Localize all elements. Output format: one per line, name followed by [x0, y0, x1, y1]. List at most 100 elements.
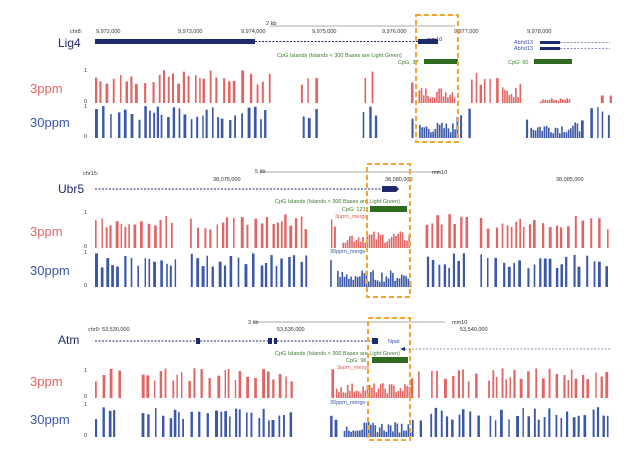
signal-bar [374, 115, 378, 138]
signal-bar [130, 257, 133, 287]
signal-bar [375, 239, 377, 248]
signal-bar [492, 370, 495, 398]
signal-bar [467, 381, 470, 398]
signal-bar [234, 115, 236, 138]
signal-bar [345, 426, 348, 437]
signal-bar [540, 101, 542, 103]
signal-bar [392, 431, 394, 437]
signal-bar [372, 422, 374, 437]
signal-bar [338, 391, 340, 398]
signal-bar [406, 240, 408, 248]
signal-bar [370, 272, 372, 287]
signal-bar [178, 108, 181, 138]
signal-bar [535, 368, 538, 398]
signal-bar [378, 427, 381, 437]
signal-bar [247, 107, 251, 138]
extra-gene-label: Abhd13 [514, 46, 533, 52]
signal-bar [441, 122, 443, 138]
signal-bar [365, 422, 368, 437]
signal-bar [339, 277, 341, 287]
coordinate-axis: 53,530,000 53,535,000 53,540,000 [102, 327, 488, 333]
signal-bar [146, 375, 150, 398]
signal-bar [390, 236, 393, 248]
signal-bar [361, 429, 363, 437]
signal-bar [369, 106, 372, 138]
signal-bar [567, 380, 570, 398]
signal-bar [405, 430, 407, 437]
coord-label: 9,972,000 [96, 29, 120, 35]
signal-bar [174, 259, 177, 287]
signal-bar [387, 424, 390, 437]
signal-bar [307, 118, 311, 138]
signal-bar [344, 392, 347, 398]
signal-bar [527, 371, 530, 398]
signal-bar [566, 411, 569, 437]
signal-bar [527, 416, 530, 437]
signal-bar [209, 229, 212, 248]
signal-bar [431, 371, 433, 398]
signal-bar [123, 109, 127, 138]
signal-bar [360, 393, 362, 398]
extra-gene-label: Npat [388, 339, 400, 345]
signal-bar [353, 391, 356, 398]
signal-bar [462, 409, 465, 437]
signal-bar [425, 224, 429, 248]
signal-bar [509, 377, 511, 398]
signal-bar [220, 118, 224, 138]
signal-bar [351, 383, 353, 398]
signal-bar [444, 378, 447, 398]
track-scale-mark: 0 [84, 433, 87, 439]
signal-bar [204, 228, 207, 248]
signal-bar [574, 122, 576, 138]
signal-bar [285, 376, 287, 398]
signal-bar [501, 368, 504, 398]
signal-bar [564, 99, 566, 103]
signal-bar [235, 408, 238, 437]
signal-bar [495, 227, 499, 248]
signal-bar [495, 376, 498, 398]
signal-bar [411, 420, 414, 437]
signal-bar [116, 266, 119, 287]
signal-bar [95, 419, 98, 437]
signal-bar [225, 217, 228, 248]
signal-bar [452, 253, 455, 287]
signal-bar [434, 407, 438, 437]
signal-bar [460, 216, 463, 248]
track-label-30ppm: 30ppm [30, 263, 70, 278]
signal-bar [364, 390, 367, 398]
panel-lig4: chr8: 2 kb mm10 9,972,000 9,973,000 9,97… [30, 14, 612, 143]
signal-bar [152, 82, 155, 103]
signal-bar [563, 375, 566, 398]
signal-bar [568, 99, 571, 103]
signal-bar [359, 276, 361, 287]
signal-bar [577, 266, 581, 287]
signal-bar [362, 237, 364, 248]
signal-bar [548, 99, 551, 103]
gene-name-atm: Atm [58, 333, 79, 347]
signal-bar [220, 411, 223, 437]
signal-bar [605, 266, 608, 287]
signal-bar [436, 122, 439, 138]
gene-exon-block [372, 338, 378, 344]
signal-bar [440, 410, 443, 437]
signal-bar [411, 118, 414, 138]
signal-bar [108, 410, 112, 437]
signal-bar [264, 263, 268, 287]
signal-bar [153, 112, 156, 138]
signal-bar [182, 71, 185, 103]
signal-bar [357, 237, 360, 248]
signal-bar [300, 84, 303, 103]
signal-bar [260, 223, 264, 248]
signal-bar [199, 78, 201, 103]
signal-bar [503, 262, 506, 287]
track-scale-mark: 1 [84, 368, 87, 374]
signal-bar [555, 100, 557, 103]
signal-bar [365, 270, 368, 287]
signal-bar [190, 411, 193, 437]
signal-bar [550, 132, 552, 138]
coord-label: 38,085,000 [556, 177, 584, 183]
coord-label: 38,080,000 [385, 177, 413, 183]
signal-bar [364, 242, 366, 248]
signal-bar [115, 221, 119, 248]
